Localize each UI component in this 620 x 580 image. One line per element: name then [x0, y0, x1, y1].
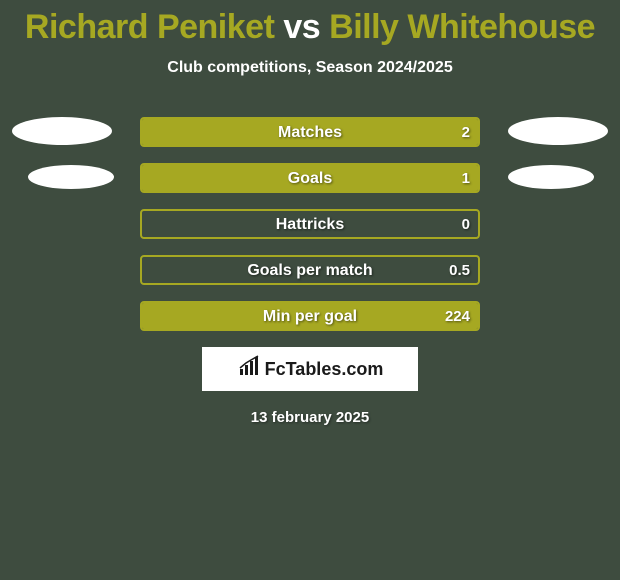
bar-track: Matches2: [140, 117, 480, 147]
title-vs: vs: [283, 8, 320, 46]
bar-label: Goals: [142, 165, 478, 193]
bar-label: Hattricks: [142, 211, 478, 239]
bar-value: 0.5: [449, 257, 470, 285]
comparison-chart: Matches2Goals1Hattricks0Goals per match0…: [0, 117, 620, 331]
stat-row: Min per goal224: [0, 301, 620, 331]
site-logo: FcTables.com: [202, 347, 418, 391]
bar-track: Goals1: [140, 163, 480, 193]
stat-row: Goals per match0.5: [0, 255, 620, 285]
bar-track: Goals per match0.5: [140, 255, 480, 285]
right-ellipse: [508, 165, 594, 189]
page-title: Richard Peniket vs Billy Whitehouse: [0, 0, 620, 47]
left-ellipse: [28, 165, 114, 189]
title-player2: Billy Whitehouse: [329, 8, 595, 46]
left-ellipse: [12, 117, 112, 145]
stat-row: Matches2: [0, 117, 620, 147]
bar-value: 0: [462, 211, 470, 239]
bar-value: 1: [462, 165, 470, 193]
stat-row: Goals1: [0, 163, 620, 193]
bar-value: 224: [445, 303, 470, 331]
stat-row: Hattricks0: [0, 209, 620, 239]
bar-label: Matches: [142, 119, 478, 147]
title-player1: Richard Peniket: [25, 8, 274, 46]
bar-value: 2: [462, 119, 470, 147]
bar-label: Min per goal: [142, 303, 478, 331]
bar-track: Hattricks0: [140, 209, 480, 239]
bar-label: Goals per match: [142, 257, 478, 285]
subtitle: Club competitions, Season 2024/2025: [0, 59, 620, 77]
bar-chart-icon: [237, 355, 261, 384]
date-text: 13 february 2025: [0, 409, 620, 426]
logo-text: FcTables.com: [265, 359, 384, 380]
bar-track: Min per goal224: [140, 301, 480, 331]
right-ellipse: [508, 117, 608, 145]
